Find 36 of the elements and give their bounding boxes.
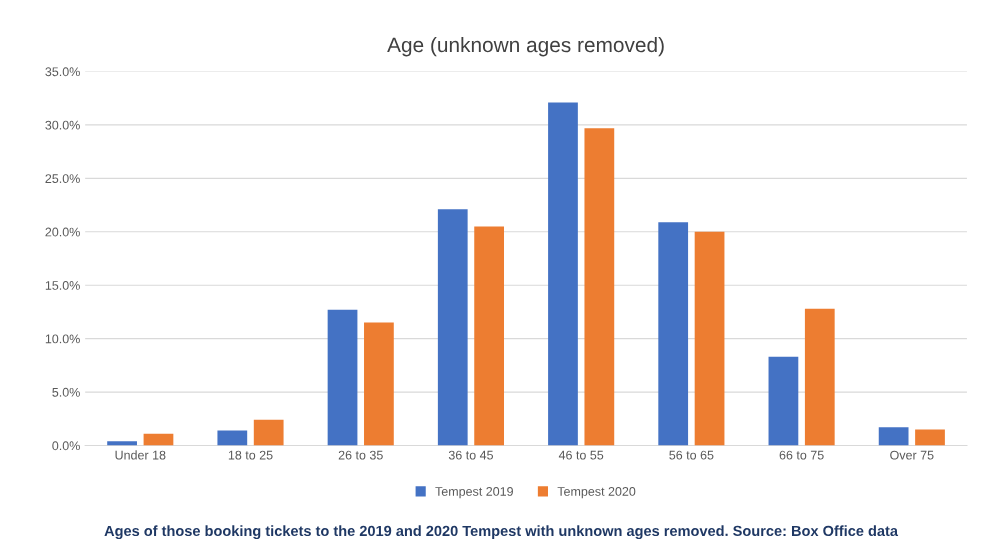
bar bbox=[253, 419, 284, 446]
bar bbox=[437, 209, 468, 446]
x-tick-label: 56 to 65 bbox=[669, 450, 714, 460]
bar bbox=[878, 427, 909, 446]
bar bbox=[804, 308, 835, 446]
chart-title: Age (unknown ages removed) bbox=[387, 36, 664, 57]
bar bbox=[474, 226, 505, 446]
bar bbox=[217, 430, 248, 446]
bar bbox=[364, 322, 394, 446]
bar bbox=[658, 222, 689, 446]
x-tick-label: 26 to 35 bbox=[338, 450, 383, 460]
bar bbox=[915, 429, 945, 446]
x-tick-label: 36 to 45 bbox=[448, 450, 494, 460]
x-tick-label: 66 to 75 bbox=[779, 450, 824, 460]
bar bbox=[694, 231, 725, 446]
x-tick-label: 46 to 55 bbox=[558, 450, 604, 460]
y-tick-label: 5.0% bbox=[52, 387, 80, 397]
y-tick-label: 20.0% bbox=[45, 227, 80, 237]
y-tick-label: 10.0% bbox=[45, 334, 80, 344]
x-tick-label: Under 18 bbox=[115, 450, 166, 460]
bar bbox=[107, 441, 137, 446]
text: Ages of those booking tickets to the 2019 and 2020 Tempest with unknown ages removed. Source: Box Office data bbox=[104, 525, 899, 539]
bar bbox=[327, 309, 358, 446]
bar bbox=[768, 356, 799, 446]
bar bbox=[143, 433, 174, 446]
bar bbox=[584, 128, 615, 446]
x-tick-label: 18 to 25 bbox=[228, 450, 273, 460]
y-tick-label: 35.0% bbox=[45, 67, 80, 77]
y-tick-label: 30.0% bbox=[45, 120, 80, 130]
bar bbox=[548, 102, 578, 446]
y-tick-label: 15.0% bbox=[45, 281, 80, 290]
y-tick-label: 0.0% bbox=[52, 441, 80, 451]
legend-label: Tempest 2020 bbox=[557, 487, 636, 499]
y-tick-label: 25.0% bbox=[45, 174, 80, 184]
legend-label: Tempest 2019 bbox=[435, 487, 513, 499]
x-tick-label: Over 75 bbox=[890, 450, 934, 460]
